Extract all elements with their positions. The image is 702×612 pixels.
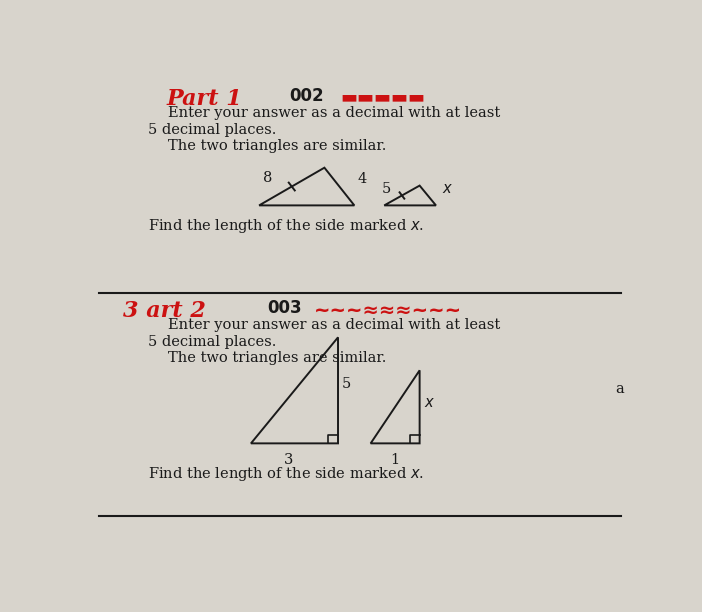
Text: ▬▬▬▬▬: ▬▬▬▬▬	[340, 89, 425, 106]
Text: 3: 3	[284, 453, 293, 467]
Text: 5: 5	[382, 182, 391, 196]
Text: 3 art 2: 3 art 2	[123, 300, 206, 322]
Text: ~~~≈≈≈~~~: ~~~≈≈≈~~~	[314, 300, 462, 319]
Text: 5 decimal places.: 5 decimal places.	[147, 123, 276, 137]
Text: The two triangles are similar.: The two triangles are similar.	[168, 140, 387, 154]
Text: 5: 5	[342, 376, 351, 390]
Text: Part 1: Part 1	[166, 88, 242, 110]
Text: 4: 4	[357, 173, 366, 187]
Text: 003: 003	[267, 299, 302, 316]
Text: 8: 8	[263, 171, 273, 185]
Text: 002: 002	[289, 87, 324, 105]
Text: The two triangles are similar.: The two triangles are similar.	[168, 351, 387, 365]
Text: 5 decimal places.: 5 decimal places.	[147, 335, 276, 349]
Text: Enter your answer as a decimal with at least: Enter your answer as a decimal with at l…	[168, 318, 501, 332]
Text: Find the length of the side marked $x$.: Find the length of the side marked $x$.	[147, 217, 424, 235]
Text: Find the length of the side marked $x$.: Find the length of the side marked $x$.	[147, 465, 424, 483]
Text: 1: 1	[390, 453, 399, 467]
Text: $x$: $x$	[442, 182, 453, 196]
Text: $x$: $x$	[424, 397, 435, 410]
Text: a: a	[615, 382, 623, 396]
Text: Enter your answer as a decimal with at least: Enter your answer as a decimal with at l…	[168, 106, 501, 121]
